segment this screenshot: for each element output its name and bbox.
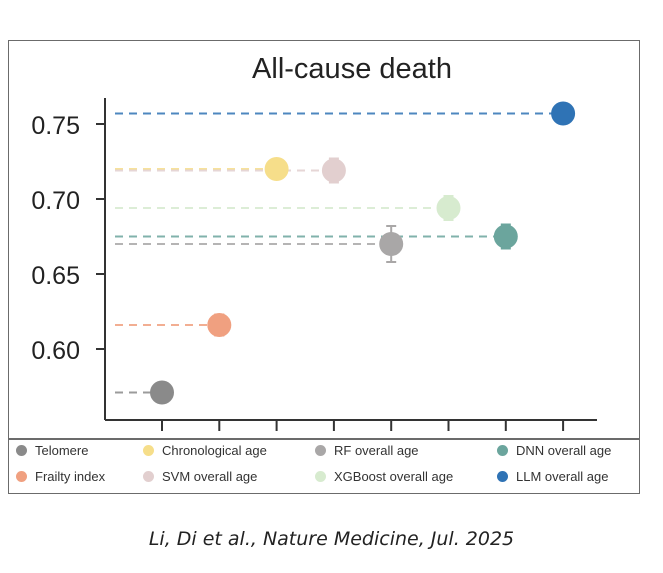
data-point	[264, 157, 289, 181]
legend-item-frailty-index: Frailty index	[16, 469, 105, 484]
y-tick-label: 0.75	[31, 112, 80, 140]
legend-item-rf-overall-age: RF overall age	[315, 443, 419, 458]
data-point	[150, 380, 174, 405]
data-point	[207, 313, 232, 337]
legend-item-chronological-age: Chronological age	[143, 443, 267, 458]
legend-label: DNN overall age	[516, 443, 612, 458]
legend-swatch	[16, 471, 27, 482]
legend-divider	[8, 438, 640, 440]
y-tick-label: 0.65	[31, 262, 80, 290]
data-point	[379, 232, 404, 256]
citation: Li, Di et al., Nature Medicine, Jul. 202…	[148, 528, 515, 550]
reference-lines	[115, 112, 564, 394]
legend-swatch	[315, 445, 326, 456]
data-point	[551, 101, 576, 126]
legend-item-xgboost-overall-age: XGBoost overall age	[315, 469, 453, 484]
legend-item-telomere: Telomere	[16, 443, 88, 458]
y-tick-label: 0.60	[31, 337, 80, 365]
legend-swatch	[497, 471, 508, 482]
legend-label: Telomere	[35, 443, 89, 458]
legend-swatch	[315, 471, 326, 482]
data-point	[493, 224, 518, 249]
y-tick-label: 0.70	[31, 187, 80, 215]
legend-swatch	[16, 445, 27, 456]
legend-swatch	[143, 471, 154, 482]
figure-frame	[8, 40, 640, 494]
data-points	[150, 101, 576, 405]
chart-title: All-cause death	[252, 53, 452, 85]
chart: All-cause death 0.60 0.65 0.70 0.75	[31, 53, 597, 431]
legend-item-svm-overall-age: SVM overall age	[143, 469, 257, 484]
data-point	[436, 196, 461, 220]
legend-label: Chronological age	[162, 443, 267, 458]
legend-item-llm-overall-age: LLM overall age	[497, 469, 609, 484]
legend-swatch	[143, 445, 154, 456]
legend-item-dnn-overall-age: DNN overall age	[497, 443, 611, 458]
data-point	[321, 158, 346, 183]
legend-label: RF overall age	[334, 443, 419, 458]
legend-label: SVM overall age	[162, 469, 258, 484]
axes: 0.60 0.65 0.70 0.75	[31, 98, 597, 431]
legend-label: Frailty index	[35, 469, 106, 484]
legend-swatch	[497, 445, 508, 456]
legend-label: LLM overall age	[516, 469, 609, 484]
legend-label: XGBoost overall age	[334, 469, 454, 484]
